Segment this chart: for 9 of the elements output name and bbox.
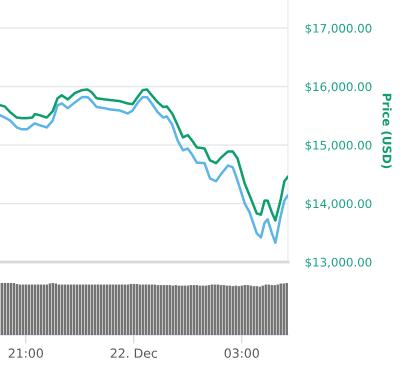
y-tick-label: $14,000.00 [306, 199, 372, 210]
x-tick-label: 03:00 [224, 348, 259, 358]
y-tick-label: $17,000.00 [306, 24, 372, 34]
y-axis-title: Price (USD) [381, 94, 392, 168]
x-tick-label: 22. Dec [110, 348, 158, 358]
x-tick-label: 21:00 [8, 348, 43, 358]
y-tick-label: $15,000.00 [306, 140, 372, 152]
y-tick-label: $16,000.00 [306, 82, 372, 93]
y-tick-label: $13,000.00 [306, 258, 372, 268]
